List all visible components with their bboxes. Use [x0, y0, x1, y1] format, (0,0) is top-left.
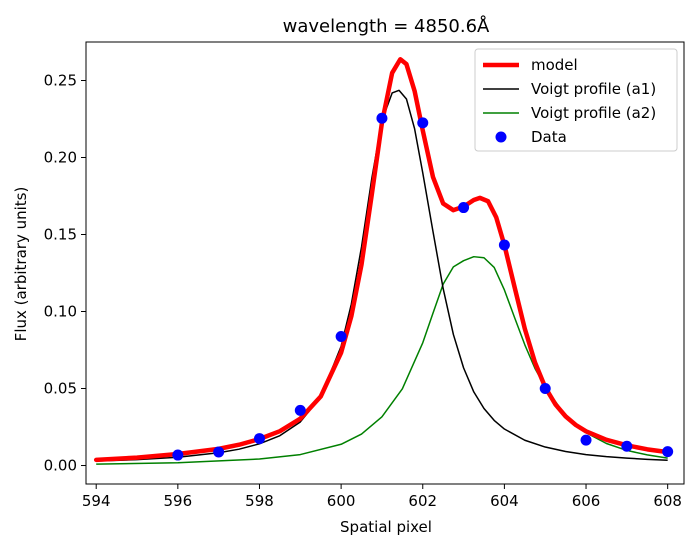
legend-entry-a1-label: Voigt profile (a1): [531, 80, 656, 98]
legend-entry-data-label: Data: [531, 128, 567, 146]
y-axis-ticks: 0.00 0.05 0.10 0.15 0.20 0.25: [44, 72, 86, 475]
plot-series: [93, 57, 674, 465]
data-point: [376, 112, 388, 124]
series-line-a1: [96, 89, 668, 462]
y-axis-label: Flux (arbitrary units): [12, 187, 30, 342]
data-point: [335, 330, 347, 342]
x-tick-label: 604: [490, 492, 519, 510]
chart-title: wavelength = 4850.6Å: [283, 15, 490, 37]
legend-entry-a2-label: Voigt profile (a2): [531, 104, 656, 122]
legend-entry-data-swatch: [495, 131, 507, 143]
x-axis-ticks: 594 596 598 600 602 604 606 608: [82, 484, 682, 510]
x-tick-label: 602: [408, 492, 437, 510]
legend-box: [474, 48, 678, 152]
y-tick-label: 0.10: [44, 303, 77, 321]
plot-frame: [85, 41, 685, 485]
legend-entry-model-label: model: [531, 56, 578, 74]
data-point: [172, 449, 184, 461]
y-tick-label: 0.20: [44, 149, 77, 167]
y-tick-label: 0.15: [44, 226, 77, 244]
y-tick-label: 0.05: [44, 380, 77, 398]
x-tick-label: 594: [82, 492, 111, 510]
data-point: [294, 404, 306, 416]
data-point: [253, 433, 265, 445]
x-tick-label: 606: [572, 492, 601, 510]
y-tick-label: 0.00: [44, 457, 77, 475]
data-point: [662, 446, 674, 458]
data-point: [458, 202, 470, 214]
y-tick-label: 0.25: [44, 72, 77, 90]
x-tick-label: 596: [164, 492, 193, 510]
data-point: [498, 239, 510, 251]
series-line-model: [93, 57, 670, 463]
data-point: [213, 446, 225, 458]
data-point: [580, 434, 592, 446]
x-tick-label: 598: [245, 492, 274, 510]
x-tick-label: 608: [653, 492, 682, 510]
series-line-a2: [96, 255, 668, 465]
x-axis-label: Spatial pixel: [340, 518, 432, 536]
data-point: [417, 117, 429, 129]
x-tick-label: 600: [327, 492, 356, 510]
data-point: [539, 383, 551, 395]
plot-area: [85, 41, 685, 485]
legend: model Voigt profile (a1) Voigt profile (a2…: [474, 48, 678, 152]
data-point: [621, 440, 633, 452]
